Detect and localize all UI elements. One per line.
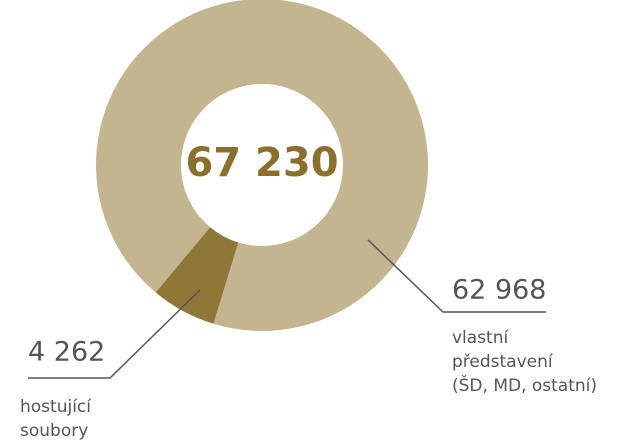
category-label: vlastní [452, 328, 509, 348]
category-label: (ŠD, MD, ostatní) [452, 374, 597, 396]
leader-line [28, 289, 201, 379]
category-label: hostující [20, 397, 92, 417]
leader-line [367, 239, 546, 313]
donut-segment [155, 227, 239, 324]
category-label: soubory [20, 421, 88, 441]
category-label: představení [452, 352, 554, 372]
donut-segment [96, 0, 428, 331]
center-label: 67 230 [185, 140, 338, 186]
value-label: 62 968 [452, 275, 546, 306]
value-label: 4 262 [28, 337, 105, 368]
